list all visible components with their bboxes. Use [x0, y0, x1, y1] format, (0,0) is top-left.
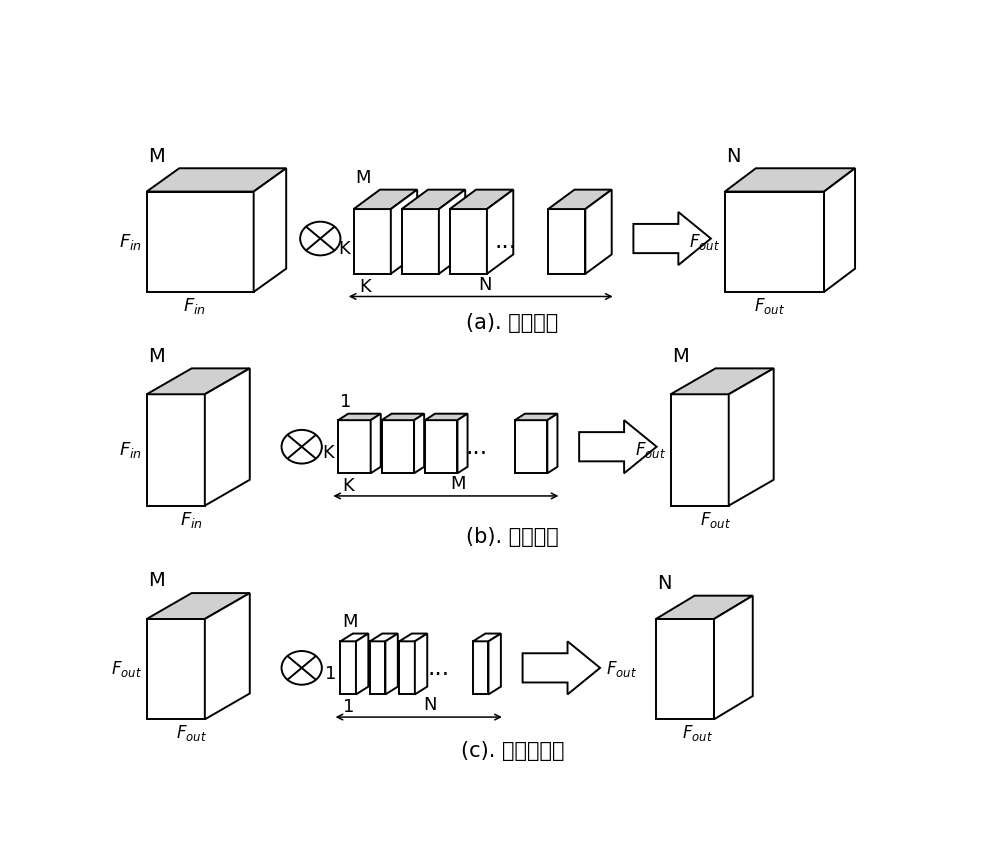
Text: N: N — [726, 146, 741, 166]
Polygon shape — [729, 368, 774, 505]
Polygon shape — [487, 189, 513, 274]
Polygon shape — [415, 633, 427, 695]
Polygon shape — [402, 189, 465, 209]
Text: K: K — [342, 477, 354, 495]
Polygon shape — [382, 420, 414, 473]
Text: M: M — [672, 346, 689, 366]
Text: (c). 逐像素卷积: (c). 逐像素卷积 — [461, 741, 564, 761]
Text: M: M — [148, 146, 165, 166]
Text: K: K — [322, 444, 334, 462]
Polygon shape — [714, 595, 753, 719]
Polygon shape — [354, 189, 417, 209]
Text: N: N — [657, 574, 672, 593]
Text: 1: 1 — [340, 393, 351, 411]
Polygon shape — [656, 619, 714, 719]
Text: $F_{in}$: $F_{in}$ — [180, 510, 203, 530]
Text: $F_{out}$: $F_{out}$ — [689, 232, 720, 251]
Text: $F_{out}$: $F_{out}$ — [606, 659, 637, 680]
Polygon shape — [450, 189, 513, 209]
Polygon shape — [473, 642, 488, 695]
Text: $F_{in}$: $F_{in}$ — [119, 232, 142, 251]
Polygon shape — [450, 209, 487, 274]
Text: M: M — [342, 613, 358, 631]
Polygon shape — [656, 595, 753, 619]
Text: (b). 逐层卷积: (b). 逐层卷积 — [466, 527, 559, 547]
Polygon shape — [147, 619, 205, 719]
Polygon shape — [439, 189, 465, 274]
Polygon shape — [414, 414, 424, 473]
Polygon shape — [385, 633, 398, 695]
Polygon shape — [356, 633, 368, 695]
Text: N: N — [423, 696, 437, 715]
Text: K: K — [359, 278, 371, 296]
Text: 1: 1 — [343, 698, 354, 717]
Polygon shape — [371, 414, 381, 473]
Polygon shape — [824, 168, 855, 292]
Polygon shape — [338, 414, 381, 420]
Polygon shape — [382, 414, 424, 420]
Text: $F_{out}$: $F_{out}$ — [635, 440, 666, 460]
Polygon shape — [488, 633, 501, 695]
Polygon shape — [391, 189, 417, 274]
Polygon shape — [548, 209, 585, 274]
Polygon shape — [340, 642, 356, 695]
Text: ...: ... — [494, 230, 517, 253]
Text: $F_{in}$: $F_{in}$ — [119, 440, 142, 460]
Polygon shape — [579, 420, 657, 473]
Polygon shape — [370, 642, 385, 695]
Polygon shape — [354, 209, 391, 274]
Polygon shape — [585, 189, 612, 274]
Polygon shape — [147, 593, 250, 619]
Polygon shape — [547, 414, 557, 473]
Polygon shape — [457, 414, 468, 473]
Polygon shape — [147, 192, 254, 292]
Text: $F_{in}$: $F_{in}$ — [183, 296, 206, 316]
Polygon shape — [340, 633, 368, 642]
Polygon shape — [370, 633, 398, 642]
Text: M: M — [355, 169, 371, 187]
Text: M: M — [148, 346, 165, 366]
Text: K: K — [338, 241, 350, 258]
Polygon shape — [147, 368, 250, 394]
Polygon shape — [725, 192, 824, 292]
Text: $F_{out}$: $F_{out}$ — [111, 659, 142, 680]
Text: $F_{out}$: $F_{out}$ — [682, 723, 713, 743]
Polygon shape — [425, 414, 468, 420]
Polygon shape — [205, 593, 250, 719]
Polygon shape — [254, 168, 286, 292]
Polygon shape — [425, 420, 457, 473]
Text: N: N — [478, 276, 492, 294]
Text: ...: ... — [427, 656, 449, 680]
Polygon shape — [548, 189, 612, 209]
Polygon shape — [671, 394, 729, 505]
Polygon shape — [402, 209, 439, 274]
Text: M: M — [148, 572, 165, 590]
Polygon shape — [399, 642, 415, 695]
Text: $F_{out}$: $F_{out}$ — [176, 723, 207, 743]
Polygon shape — [515, 414, 557, 420]
Polygon shape — [515, 420, 547, 473]
Text: 1: 1 — [325, 665, 337, 683]
Polygon shape — [671, 368, 774, 394]
Text: (a). 常规卷积: (a). 常规卷积 — [466, 314, 559, 333]
Polygon shape — [147, 394, 205, 505]
Text: ...: ... — [465, 435, 487, 458]
Text: M: M — [450, 475, 466, 494]
Text: $F_{out}$: $F_{out}$ — [700, 510, 731, 530]
Polygon shape — [399, 633, 427, 642]
Polygon shape — [473, 633, 501, 642]
Polygon shape — [725, 168, 855, 192]
Text: $F_{out}$: $F_{out}$ — [754, 296, 785, 316]
Polygon shape — [147, 168, 286, 192]
Polygon shape — [633, 212, 711, 265]
Polygon shape — [523, 642, 600, 695]
Polygon shape — [338, 420, 371, 473]
Polygon shape — [205, 368, 250, 505]
